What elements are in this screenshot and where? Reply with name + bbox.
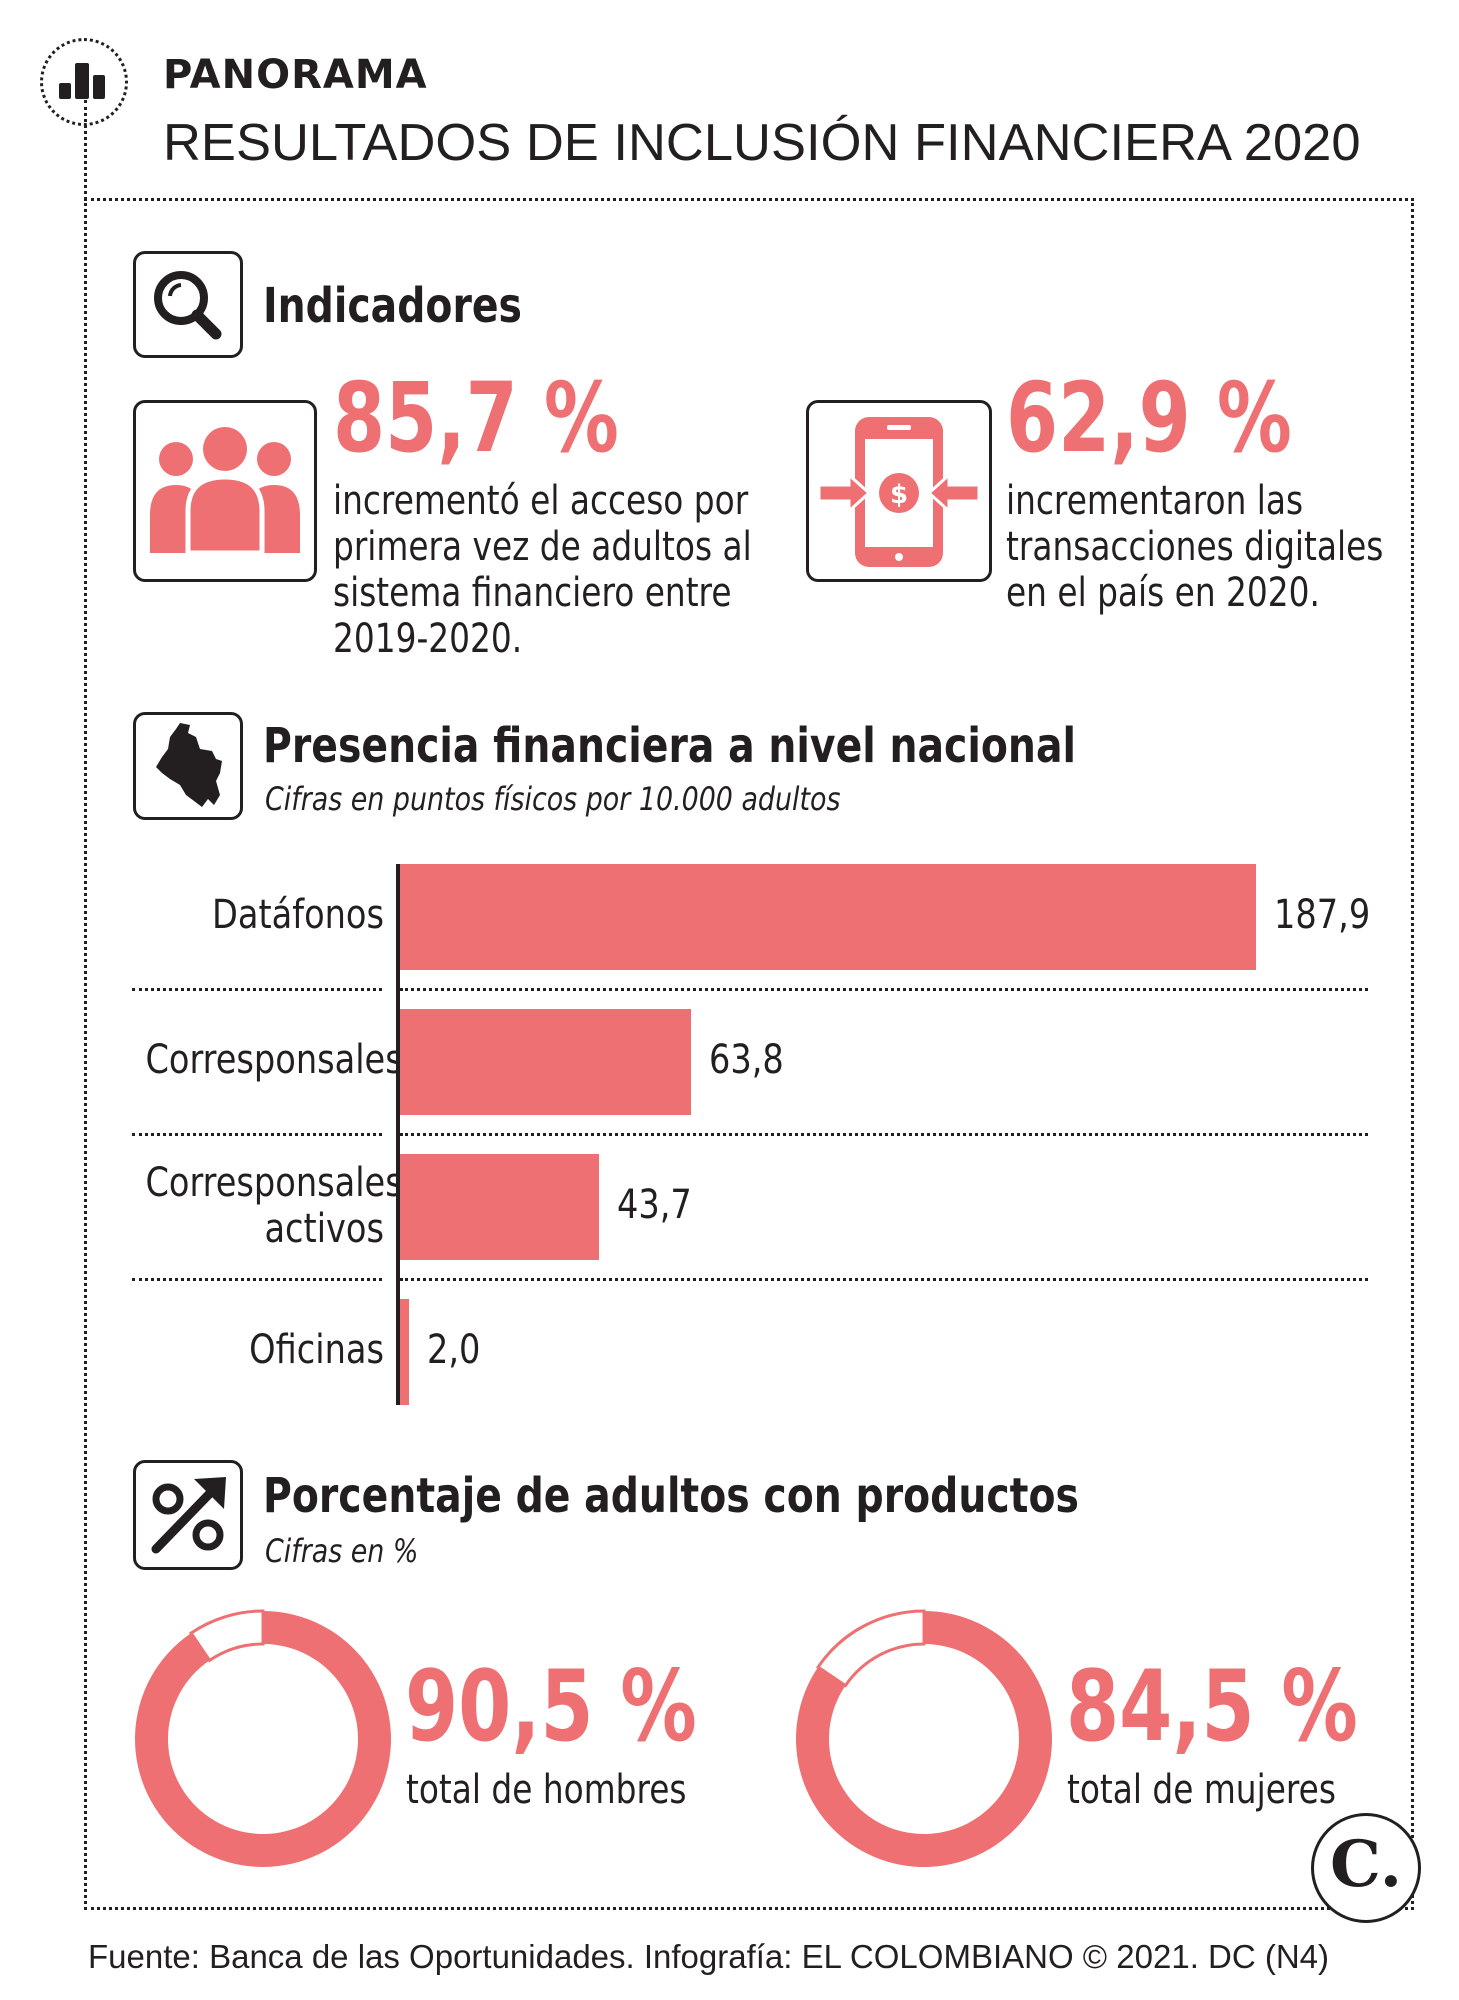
indicator-1-line: primera vez de adultos al	[333, 524, 752, 570]
indicator-2-line: transacciones digitales	[1006, 524, 1384, 570]
men-percentage: 90,5 %	[405, 1650, 697, 1764]
people-icon	[150, 427, 300, 556]
indicator-2-description: incrementaron las transacciones digitale…	[1006, 478, 1383, 616]
percent-arrow-icon	[151, 1477, 226, 1554]
page-title: RESULTADOS DE INCLUSIÓN FINANCIERA 2020	[163, 114, 1361, 172]
women-percentage: 84,5 %	[1066, 1650, 1358, 1764]
phone-money-icon: $	[817, 417, 981, 567]
donut-women	[796, 1609, 1052, 1867]
donut-men-value	[135, 1611, 391, 1867]
donut-men-rest	[188, 1609, 265, 1663]
source-footer: Fuente: Banca de las Oportunidades. Info…	[88, 1938, 1330, 1975]
presence-subtitle: Cifras en puntos físicos por 10.000 adul…	[265, 780, 841, 818]
colombia-map-icon	[156, 723, 222, 807]
kicker: PANORAMA	[163, 52, 428, 98]
indicator-1-line: sistema financiero entre	[333, 570, 732, 616]
indicator-1-line: incrementó el acceso por	[333, 478, 749, 524]
donut-women-rest	[816, 1609, 926, 1688]
indicator-2-value: 62,9 %	[1006, 362, 1292, 474]
indicators-icon-box	[133, 251, 243, 358]
presence-icon-box	[133, 712, 243, 820]
content-frame	[84, 198, 1414, 1910]
donut-men	[135, 1609, 391, 1867]
indicator-2-line: incrementaron las	[1006, 478, 1304, 524]
products-icon-box	[133, 1460, 243, 1570]
el-colombiano-logo: C.	[1311, 1813, 1421, 1923]
products-subtitle: Cifras en %	[265, 1532, 419, 1570]
phone-money-icon-box: $	[806, 400, 992, 582]
women-label: total de mujeres	[1067, 1767, 1336, 1813]
indicator-1-value: 85,7 %	[333, 362, 619, 474]
products-title: Porcentaje de adultos con productos	[263, 1468, 1079, 1524]
people-icon-box	[133, 400, 317, 582]
indicators-title: Indicadores	[263, 278, 522, 334]
svg-text:$: $	[890, 480, 908, 510]
bar-chart-icon	[59, 63, 105, 99]
frame-connector	[84, 100, 87, 200]
indicator-2-line: en el país en 2020.	[1006, 570, 1320, 616]
men-label: total de hombres	[406, 1767, 687, 1813]
indicator-1-line: 2019-2020.	[333, 616, 523, 662]
magnifier-icon	[154, 271, 222, 340]
presence-title: Presencia financiera a nivel nacional	[263, 718, 1076, 774]
logo-text: C.	[1329, 1827, 1403, 1902]
indicator-1-description: incrementó el acceso por primera vez de …	[333, 478, 752, 662]
